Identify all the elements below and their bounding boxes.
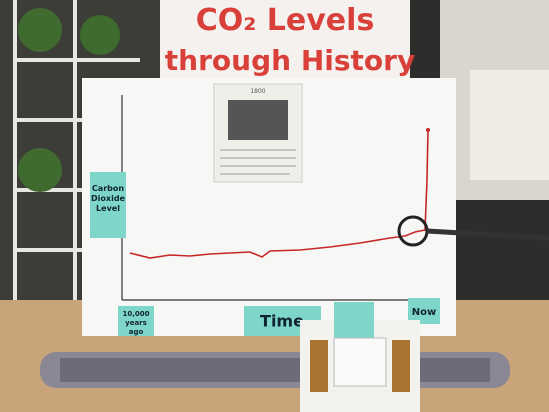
scene: CO₂ Levels through History 1800 Carbon D… [0, 0, 549, 412]
slider-block-left [310, 340, 328, 392]
slider-tab [334, 302, 374, 338]
x-label: Time [260, 312, 304, 331]
tube-print [60, 358, 490, 382]
photo [228, 100, 288, 140]
banner-line2: through History [165, 44, 415, 77]
slider-block-right [392, 340, 410, 392]
endpoint [426, 128, 430, 132]
banner-line1: CO₂ Levels [196, 3, 375, 38]
y-label: Carbon Dioxide Level [90, 184, 126, 214]
start-label: 10,000 years ago [118, 310, 154, 336]
slider-card [334, 338, 386, 386]
start-box: 10,000 years ago [118, 310, 154, 336]
wall-panel [470, 70, 549, 180]
end-label: Now [412, 307, 436, 318]
photo-caption: 1800 [250, 88, 265, 95]
y-label-box: Carbon Dioxide Level [90, 184, 126, 228]
